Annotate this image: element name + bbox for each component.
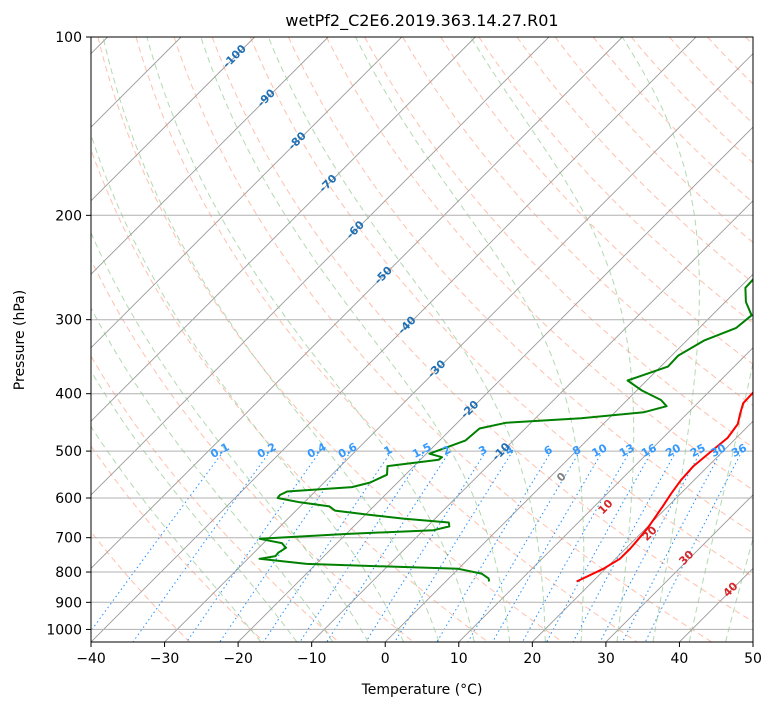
mixing-ratio-label: 36 <box>729 441 749 460</box>
temperature-profile <box>576 391 753 583</box>
mixing-ratio-line <box>546 450 653 642</box>
x-axis-ticks: −40 −30 −20 −10 0 10 20 30 40 50 <box>76 642 762 667</box>
mixing-ratio-line <box>599 450 702 642</box>
x-tick-label: 40 <box>671 651 689 667</box>
mixing-ratio-label: 10 <box>590 441 610 460</box>
moist-adiabat-line <box>91 231 369 642</box>
y-tick-label: 800 <box>55 565 82 581</box>
isotherm-line <box>531 420 753 642</box>
sounding-curves <box>258 278 753 583</box>
x-tick-label: −40 <box>76 651 106 667</box>
y-axis-label: Pressure (hPa) <box>12 290 28 390</box>
dry-adiabat-line <box>440 37 753 365</box>
isotherm-line <box>91 37 697 642</box>
x-tick-label: 10 <box>450 651 468 667</box>
x-axis-label: Temperature (°C) <box>361 682 483 698</box>
mixing-ratio-line <box>622 450 722 642</box>
mixing-ratio-label: 13 <box>617 441 637 460</box>
moist-adiabat-line <box>725 536 753 642</box>
mixing-ratio-label: 30 <box>709 441 729 460</box>
mixing-ratio-line <box>326 450 451 642</box>
y-tick-label: 300 <box>55 313 82 329</box>
isotherm-line <box>458 347 753 642</box>
chart-title: wetPf2_C2E6.2019.363.14.27.R01 <box>285 11 558 31</box>
y-tick-label: 600 <box>55 491 82 507</box>
dry-adiabat-line <box>249 37 753 578</box>
dry-adiabat-line <box>287 37 753 534</box>
mixing-ratio-label: 20 <box>663 441 683 460</box>
isotherm-line <box>91 37 329 275</box>
dry-adiabat-line <box>402 37 753 407</box>
dewpoint-profile <box>258 278 753 582</box>
pressure-gridlines <box>91 37 753 630</box>
moist-adiabat-line <box>688 360 753 642</box>
mixing-ratio-label: 25 <box>688 441 708 460</box>
isotherm-line <box>164 52 753 642</box>
dry-adiabat-line <box>97 37 563 642</box>
dry-adiabat-line <box>173 37 713 642</box>
x-tick-label: 50 <box>744 651 762 667</box>
moist-adiabat-line <box>355 37 585 642</box>
moist-adiabat-line <box>91 425 262 642</box>
dry-adiabat-line <box>91 148 489 642</box>
x-tick-label: −10 <box>297 651 327 667</box>
moist-adiabat-line <box>621 37 700 642</box>
mixing-ratio-line <box>522 450 631 642</box>
moist-adiabat-line <box>91 370 298 642</box>
x-tick-label: 20 <box>523 651 541 667</box>
dry-adiabat-line <box>326 37 753 491</box>
background-lines <box>91 37 753 642</box>
mixing-ratio-line <box>91 450 224 632</box>
moist-adiabat-line <box>146 37 475 642</box>
moist-adiabat-line <box>200 37 511 642</box>
moist-adiabat-line <box>267 37 546 642</box>
y-tick-label: 100 <box>55 30 82 46</box>
mixing-ratio-line <box>299 450 426 642</box>
y-tick-label: 400 <box>55 387 82 403</box>
x-tick-label: −20 <box>223 651 253 667</box>
dry-adiabat-line <box>91 258 414 642</box>
moist-adiabat-line <box>91 133 405 642</box>
dry-adiabat-line <box>135 37 638 642</box>
y-tick-label: 200 <box>55 208 82 224</box>
isotherm-line <box>91 37 476 422</box>
mixing-ratio-line <box>644 450 743 642</box>
y-tick-label: 900 <box>55 595 82 611</box>
x-tick-label: 30 <box>597 651 615 667</box>
plot-frame <box>90 36 754 643</box>
isotherm-line <box>91 37 623 570</box>
mixing-ratio-line <box>219 450 352 642</box>
moist-adiabat-line <box>102 37 440 642</box>
y-tick-label: 700 <box>55 531 82 547</box>
isotherm-line <box>237 126 753 642</box>
isotherm-line <box>91 37 403 349</box>
x-tick-label: −30 <box>150 651 180 667</box>
x-tick-label: 0 <box>381 651 390 667</box>
dry-adiabat-line <box>211 37 753 623</box>
mixing-ratio-line <box>467 450 581 642</box>
mixing-ratio-line <box>436 450 552 642</box>
mixing-ratio-label: 16 <box>639 441 659 460</box>
isotherm-line <box>605 494 753 642</box>
y-tick-label: 500 <box>55 444 82 460</box>
dry-adiabat-line <box>478 37 753 324</box>
dry-adiabat-line <box>91 445 265 642</box>
moist-adiabat-line <box>91 307 334 642</box>
mixing-ratio-line <box>572 450 677 642</box>
isotherm-line <box>384 273 753 642</box>
isotherm-line <box>91 37 550 496</box>
mixing-ratio-line <box>492 450 604 642</box>
y-tick-label: 1000 <box>46 622 82 638</box>
y-axis-ticks: 100 200 300 400 500 600 700 800 900 1000 <box>46 30 91 638</box>
isotherm-line <box>91 37 256 202</box>
